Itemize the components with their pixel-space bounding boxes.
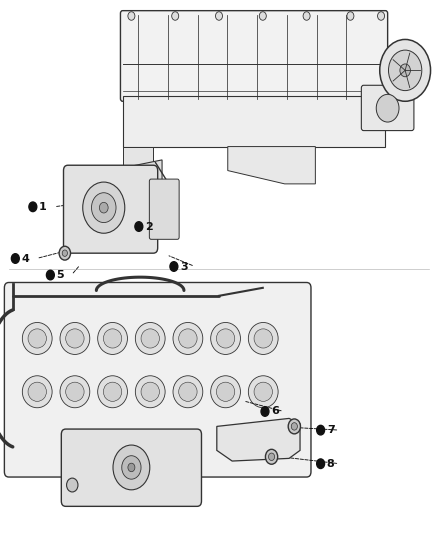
Ellipse shape xyxy=(216,382,235,401)
Text: 4: 4 xyxy=(21,254,29,263)
Circle shape xyxy=(288,419,300,434)
Circle shape xyxy=(170,262,178,271)
Ellipse shape xyxy=(135,322,165,354)
Text: 2: 2 xyxy=(145,222,153,231)
Circle shape xyxy=(128,12,135,20)
Ellipse shape xyxy=(60,376,90,408)
Circle shape xyxy=(265,449,278,464)
Text: 8: 8 xyxy=(327,459,335,469)
Circle shape xyxy=(378,12,385,20)
Ellipse shape xyxy=(28,329,46,348)
Circle shape xyxy=(376,94,399,122)
Ellipse shape xyxy=(173,322,203,354)
Ellipse shape xyxy=(141,329,159,348)
FancyBboxPatch shape xyxy=(149,179,179,239)
Circle shape xyxy=(268,453,275,461)
Ellipse shape xyxy=(103,329,122,348)
Ellipse shape xyxy=(179,382,197,401)
Circle shape xyxy=(291,423,297,430)
Ellipse shape xyxy=(248,322,278,354)
FancyBboxPatch shape xyxy=(361,85,414,131)
Text: 6: 6 xyxy=(271,407,279,416)
Ellipse shape xyxy=(22,376,52,408)
FancyBboxPatch shape xyxy=(64,165,158,253)
Circle shape xyxy=(29,202,37,212)
Text: 7: 7 xyxy=(327,425,335,435)
Ellipse shape xyxy=(179,329,197,348)
Ellipse shape xyxy=(22,322,52,354)
Ellipse shape xyxy=(135,376,165,408)
FancyBboxPatch shape xyxy=(123,96,385,147)
Polygon shape xyxy=(123,147,153,171)
Text: 1: 1 xyxy=(39,202,47,212)
Circle shape xyxy=(11,254,19,263)
Circle shape xyxy=(122,456,141,479)
Ellipse shape xyxy=(248,376,278,408)
Ellipse shape xyxy=(254,329,272,348)
Circle shape xyxy=(59,246,71,260)
FancyBboxPatch shape xyxy=(4,282,311,477)
Ellipse shape xyxy=(254,382,272,401)
Ellipse shape xyxy=(98,376,127,408)
Text: 3: 3 xyxy=(180,262,188,271)
Circle shape xyxy=(347,12,354,20)
Circle shape xyxy=(400,64,410,77)
Ellipse shape xyxy=(103,382,122,401)
Circle shape xyxy=(83,182,125,233)
Circle shape xyxy=(62,250,67,256)
Circle shape xyxy=(46,270,54,280)
Circle shape xyxy=(135,222,143,231)
Ellipse shape xyxy=(173,376,203,408)
Ellipse shape xyxy=(216,329,235,348)
Ellipse shape xyxy=(141,382,159,401)
Ellipse shape xyxy=(98,322,127,354)
Circle shape xyxy=(128,463,135,472)
Circle shape xyxy=(172,12,179,20)
Ellipse shape xyxy=(211,376,240,408)
Polygon shape xyxy=(217,418,300,461)
Ellipse shape xyxy=(66,329,84,348)
Polygon shape xyxy=(228,147,315,184)
Ellipse shape xyxy=(211,322,240,354)
Circle shape xyxy=(259,12,266,20)
FancyBboxPatch shape xyxy=(61,429,201,506)
Circle shape xyxy=(92,193,116,223)
Circle shape xyxy=(215,12,223,20)
Circle shape xyxy=(99,203,108,213)
Circle shape xyxy=(113,445,150,490)
Circle shape xyxy=(380,39,431,101)
Circle shape xyxy=(389,50,422,91)
Ellipse shape xyxy=(66,382,84,401)
Circle shape xyxy=(67,478,78,492)
Polygon shape xyxy=(123,160,162,189)
Ellipse shape xyxy=(60,322,90,354)
Circle shape xyxy=(261,407,269,416)
Text: 5: 5 xyxy=(57,270,64,280)
Circle shape xyxy=(317,425,325,435)
FancyBboxPatch shape xyxy=(120,11,388,101)
Circle shape xyxy=(303,12,310,20)
Circle shape xyxy=(317,459,325,469)
Ellipse shape xyxy=(28,382,46,401)
